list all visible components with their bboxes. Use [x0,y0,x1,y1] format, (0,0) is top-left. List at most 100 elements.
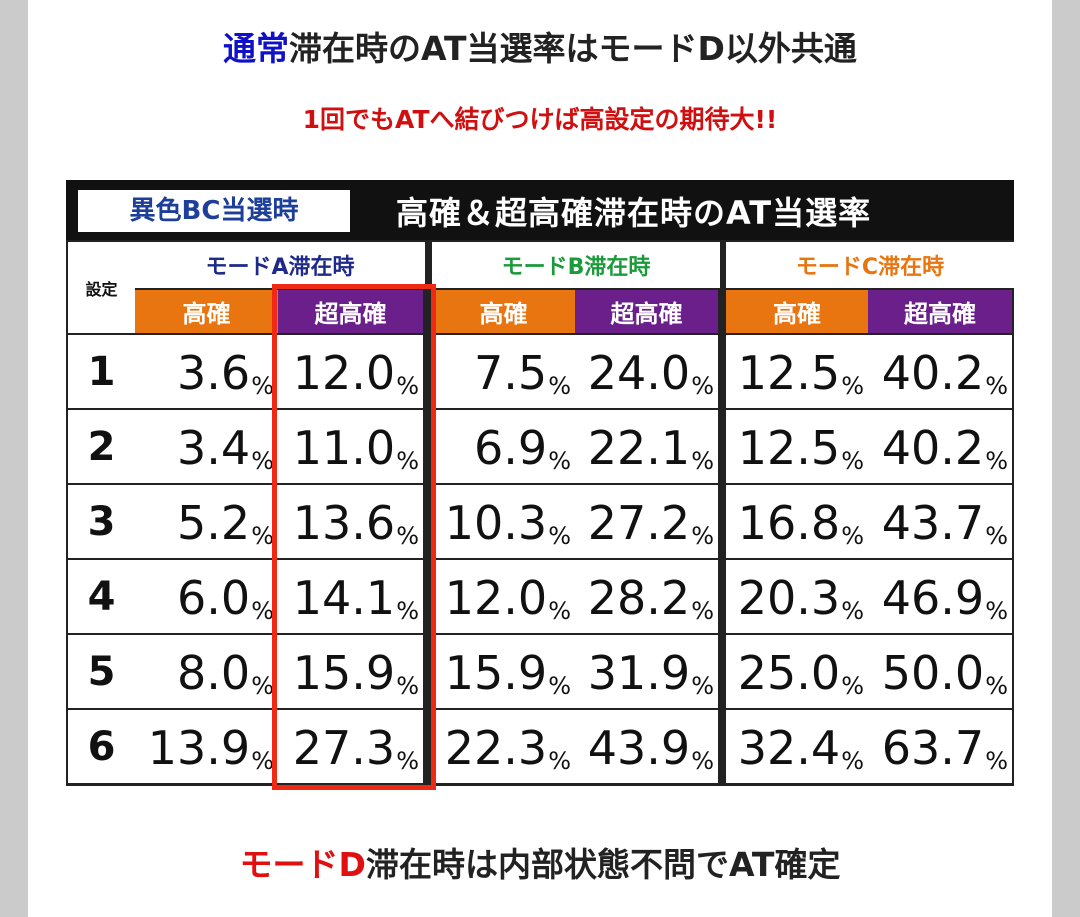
percent-unit: % [985,597,1008,625]
percent-unit: % [985,522,1008,550]
rate-cell: 8.0% [135,635,278,708]
rate-cell: 43.9% [575,710,718,783]
rate-value: 15.9 [444,646,548,700]
rate-value: 12.0 [444,571,548,625]
percent-unit: % [396,672,419,700]
rate-cell: 14.1% [278,560,423,633]
rate-value: 12.5 [737,421,841,475]
rate-cell: 13.6% [278,485,423,558]
rate-value: 3.4 [177,421,251,475]
rate-value: 40.2 [881,421,985,475]
footer-note: モードD滞在時は内部状態不問でAT確定 [0,838,1080,886]
mode-header: モードA滞在時 [135,242,425,288]
rate-cell: 63.7% [868,710,1012,783]
subheader-kokaku: 高確 [726,290,868,333]
rate-value: 13.6 [292,496,396,550]
rate-value: 22.1 [587,421,691,475]
rate-cell: 6.9% [432,410,575,483]
rate-value: 31.9 [587,646,691,700]
rate-cell: 10.3% [432,485,575,558]
percent-unit: % [691,672,714,700]
setting-label: 4 [68,560,135,633]
rate-value: 12.5 [737,346,841,400]
mode-header: モードB滞在時 [432,242,720,288]
rate-cell: 20.3% [726,560,868,633]
rate-value: 28.2 [587,571,691,625]
rate-cell: 7.5% [432,335,575,408]
setting-label: 5 [68,635,135,708]
rate-value: 10.3 [444,496,548,550]
rate-cell: 32.4% [726,710,868,783]
subheader-kokaku: 高確 [135,290,278,333]
percent-unit: % [691,447,714,475]
rate-value: 27.3 [292,721,396,775]
rate-cell: 16.8% [726,485,868,558]
rate-cell: 15.9% [432,635,575,708]
table-title: 高確＆超高確滞在時のAT当選率 [396,194,872,232]
percent-unit: % [985,447,1008,475]
percent-unit: % [548,372,571,400]
rate-value: 14.1 [292,571,396,625]
rate-cell: 40.2% [868,410,1012,483]
left-gutter [0,0,28,917]
percent-unit: % [396,447,419,475]
percent-unit: % [548,672,571,700]
rate-value: 43.7 [881,496,985,550]
rate-cell: 6.0% [135,560,278,633]
percent-unit: % [548,747,571,775]
percent-unit: % [251,672,274,700]
rate-cell: 22.1% [575,410,718,483]
rate-cell: 43.7% [868,485,1012,558]
percent-unit: % [691,597,714,625]
table-banner: 異色BC当選時 高確＆超高確滞在時のAT当選率 [66,180,1014,240]
percent-unit: % [985,672,1008,700]
rate-value: 32.4 [737,721,841,775]
percent-unit: % [396,522,419,550]
rate-cell: 22.3% [432,710,575,783]
rate-value: 12.0 [292,346,396,400]
rate-cell: 3.4% [135,410,278,483]
percent-unit: % [841,597,864,625]
percent-unit: % [396,597,419,625]
percent-unit: % [396,747,419,775]
rate-cell: 28.2% [575,560,718,633]
percent-unit: % [548,522,571,550]
rate-value: 3.6 [177,346,251,400]
percent-unit: % [251,522,274,550]
rate-value: 46.9 [881,571,985,625]
rate-cell: 27.2% [575,485,718,558]
percent-unit: % [841,672,864,700]
rate-cell: 25.0% [726,635,868,708]
rate-value: 6.9 [474,421,548,475]
rate-value: 22.3 [444,721,548,775]
rate-cell: 31.9% [575,635,718,708]
rate-value: 20.3 [737,571,841,625]
rate-cell: 27.3% [278,710,423,783]
rate-cell: 12.0% [432,560,575,633]
rate-cell: 11.0% [278,410,423,483]
subheader-chokokaku: 超高確 [278,290,423,333]
rate-value: 40.2 [881,346,985,400]
rate-cell: 15.9% [278,635,423,708]
setting-label: 1 [68,335,135,408]
rate-value: 6.0 [177,571,251,625]
percent-unit: % [841,372,864,400]
at-rate-table: 異色BC当選時 高確＆超高確滞在時のAT当選率 設定 モードA滞在時 高確 超高確 モー… [66,180,1014,786]
rate-cell: 3.6% [135,335,278,408]
percent-unit: % [251,447,274,475]
footer-highlight: モードD [239,845,366,884]
percent-unit: % [841,447,864,475]
subheader-chokokaku: 超高確 [868,290,1012,333]
rate-value: 7.5 [474,346,548,400]
rate-value: 27.2 [587,496,691,550]
rate-value: 13.9 [147,721,251,775]
percent-unit: % [548,597,571,625]
rate-value: 25.0 [737,646,841,700]
heading-highlight: 通常 [223,29,290,68]
rate-value: 16.8 [737,496,841,550]
percent-unit: % [691,522,714,550]
percent-unit: % [985,372,1008,400]
table-badge: 異色BC当選時 [78,190,350,232]
rate-value: 24.0 [587,346,691,400]
rate-cell: 24.0% [575,335,718,408]
